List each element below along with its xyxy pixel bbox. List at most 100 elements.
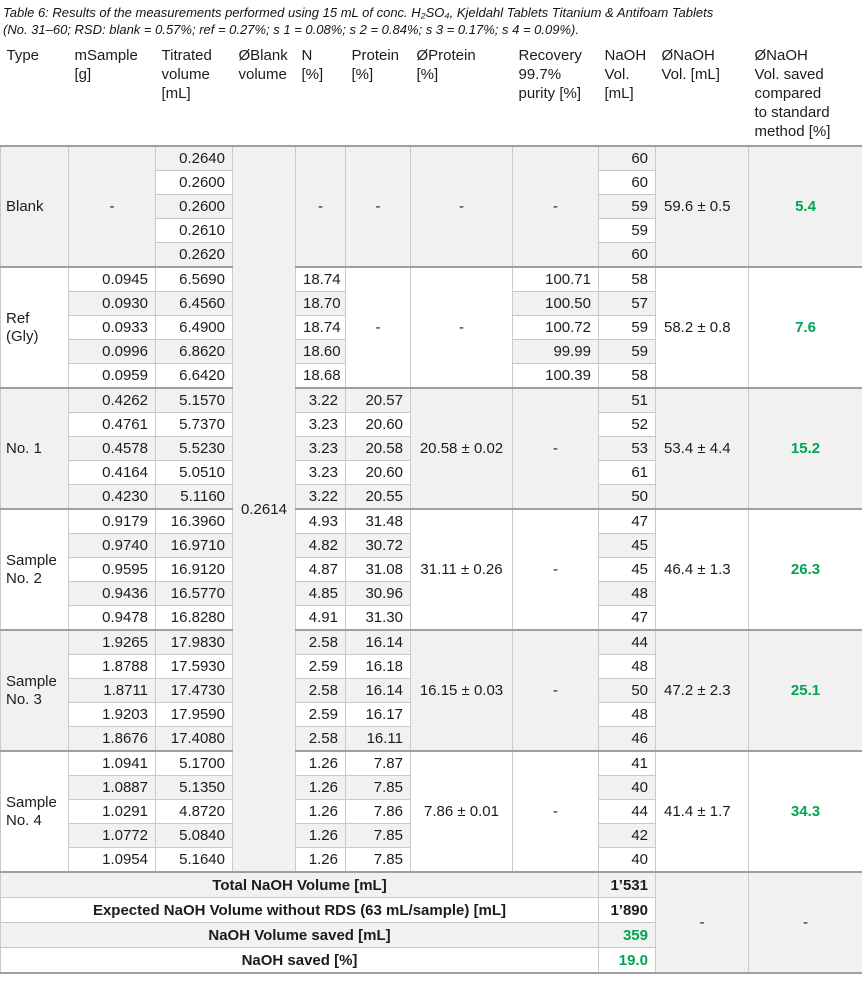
data-row: Sample No. 3 1.9265 17.9830 2.58 16.14 16.15 …	[0, 629, 862, 752]
titrated-volume-value: 6.5690	[155, 266, 233, 292]
titrated-volume-value: 17.5930	[155, 654, 233, 679]
naoh-volume-value: 58	[598, 266, 656, 292]
nitrogen-percent-value: 4.93	[295, 508, 346, 534]
msample-value: 0.0933	[68, 315, 156, 340]
table-header-row: Type mSample [g] Titrated volume [mL] ØBlan…	[0, 44, 862, 147]
recovery-value: 100.71	[512, 266, 599, 292]
msample-value: 1.8788	[68, 654, 156, 679]
titrated-volume-value: 16.3960	[155, 508, 233, 534]
row-group-label: Sample No. 2	[0, 508, 69, 631]
protein-percent-value: 30.96	[345, 581, 411, 606]
naoh-volume-value: 44	[598, 629, 656, 655]
protein-percent-value: 31.30	[345, 605, 411, 631]
protein-percent-value: 20.60	[345, 460, 411, 485]
protein-percent-value: 30.72	[345, 533, 411, 558]
nitrogen-percent-value: 3.23	[295, 436, 346, 461]
avg-protein-value: -	[410, 266, 513, 389]
column-header-1: Type	[0, 44, 69, 147]
msample-value: 0.9478	[68, 605, 156, 631]
titrated-volume-value: 16.8280	[155, 605, 233, 631]
titrated-volume-value: 5.1570	[155, 387, 233, 413]
nitrogen-percent-value: 3.22	[295, 484, 346, 510]
nitrogen-percent-value-dash: -	[295, 145, 346, 268]
results-table: Type mSample [g] Titrated volume [mL] ØBlan…	[0, 44, 862, 974]
titrated-volume-value: 0.2600	[155, 194, 233, 219]
blank-volume-value: 0.2614	[232, 145, 296, 873]
naoh-volume-value: 44	[598, 799, 656, 824]
nitrogen-percent-value: 4.87	[295, 557, 346, 582]
msample-value: 0.9179	[68, 508, 156, 534]
summary-value: 359	[598, 922, 656, 948]
naoh-volume-value: 58	[598, 363, 656, 389]
msample-value: 0.0930	[68, 291, 156, 316]
column-header-8: Recovery 99.7% purity [%]	[512, 44, 599, 147]
naoh-volume-value: 59	[598, 194, 656, 219]
naoh-volume-value: 50	[598, 678, 656, 703]
column-header-5: N [%]	[295, 44, 346, 147]
titrated-volume-value: 5.1640	[155, 847, 233, 873]
naoh-volume-value: 48	[598, 702, 656, 727]
msample-value: 0.0996	[68, 339, 156, 364]
protein-percent-value: 7.86	[345, 799, 411, 824]
recovery-value-dash: -	[512, 629, 599, 752]
summary-row: Total NaOH Volume [mL] 1’531- -	[0, 871, 862, 974]
page: Table 6: Results of the measurements per…	[0, 4, 862, 974]
avg-protein-value: 31.11 ± 0.26	[410, 508, 513, 631]
summary-value: 19.0	[598, 947, 656, 974]
naoh-volume-value: 41	[598, 750, 656, 776]
nitrogen-percent-value: 18.60	[295, 339, 346, 364]
msample-value: 1.0941	[68, 750, 156, 776]
titrated-volume-value: 5.1160	[155, 484, 233, 510]
nitrogen-percent-value: 1.26	[295, 823, 346, 848]
naoh-volume-value: 52	[598, 412, 656, 437]
data-row: Blank -0.2640 0.2614- - - -60 59.6 ± 0.5 5.4	[0, 145, 862, 873]
protein-percent-value: 7.87	[345, 750, 411, 776]
msample-value: 0.4761	[68, 412, 156, 437]
naoh-volume-value: 50	[598, 484, 656, 510]
table-caption: Table 6: Results of the measurements per…	[3, 5, 714, 37]
msample-value: 1.0887	[68, 775, 156, 800]
titrated-volume-value: 17.4080	[155, 726, 233, 752]
protein-percent-value: 16.11	[345, 726, 411, 752]
titrated-volume-value: 0.2640	[155, 145, 233, 171]
avg-protein-value: 16.15 ± 0.03	[410, 629, 513, 752]
titrated-volume-value: 0.2600	[155, 170, 233, 195]
naoh-saved-percent: 15.2	[748, 387, 862, 510]
protein-percent-value: 7.85	[345, 823, 411, 848]
naoh-volume-value: 46	[598, 726, 656, 752]
column-header-2: mSample [g]	[68, 44, 156, 147]
nitrogen-percent-value: 2.58	[295, 629, 346, 655]
nitrogen-percent-value: 18.68	[295, 363, 346, 389]
msample-value: 0.4164	[68, 460, 156, 485]
msample-value: 1.9203	[68, 702, 156, 727]
naoh-saved-percent: 26.3	[748, 508, 862, 631]
naoh-saved-percent: 25.1	[748, 629, 862, 752]
titrated-volume-value: 5.5230	[155, 436, 233, 461]
column-header-4: ØBlank volume	[232, 44, 296, 147]
data-row: Sample No. 2 0.9179 16.3960 4.93 31.48 31.11 …	[0, 508, 862, 631]
summary-label: NaOH saved [%]	[0, 947, 599, 974]
naoh-volume-value: 60	[598, 242, 656, 268]
avg-naoh-value: 46.4 ± 1.3	[655, 508, 749, 631]
msample-value: 1.9265	[68, 629, 156, 655]
summary-value: 1’890	[598, 897, 656, 923]
titrated-volume-value: 5.7370	[155, 412, 233, 437]
naoh-volume-value: 48	[598, 581, 656, 606]
recovery-value-dash: -	[512, 145, 599, 268]
msample-value: 0.9740	[68, 533, 156, 558]
nitrogen-percent-value: 4.91	[295, 605, 346, 631]
avg-naoh-value: 53.4 ± 4.4	[655, 387, 749, 510]
avg-protein-value: -	[410, 145, 513, 268]
titrated-volume-value: 6.8620	[155, 339, 233, 364]
protein-percent-value-dash: -	[345, 145, 411, 268]
column-header-9: NaOH Vol. [mL]	[598, 44, 656, 147]
column-header-6: Protein [%]	[345, 44, 411, 147]
protein-percent-value: 20.60	[345, 412, 411, 437]
naoh-volume-value: 42	[598, 823, 656, 848]
protein-percent-value: 16.17	[345, 702, 411, 727]
naoh-volume-value: 60	[598, 170, 656, 195]
column-header-11: ØNaOH Vol. saved compared to standard me…	[748, 44, 862, 147]
recovery-value: 100.72	[512, 315, 599, 340]
row-group-label: Sample No. 3	[0, 629, 69, 752]
titrated-volume-value: 6.6420	[155, 363, 233, 389]
